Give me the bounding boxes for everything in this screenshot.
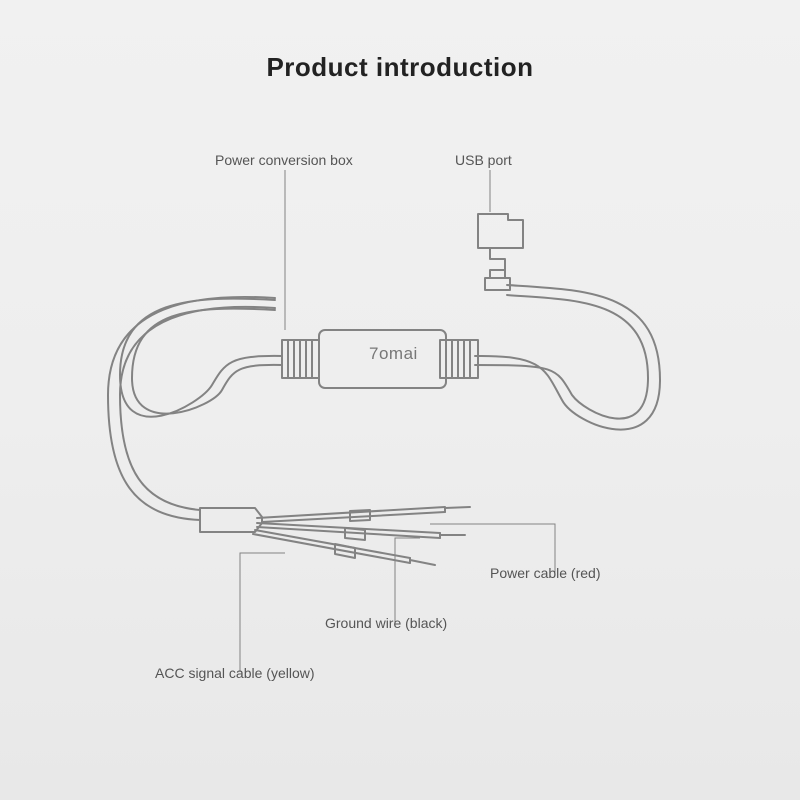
accSignal-leader	[240, 553, 285, 672]
wire-bot-tip	[410, 558, 435, 565]
right-cable-outer	[475, 285, 660, 430]
usb-connector-shell	[485, 278, 510, 290]
label-acc-signal: ACC signal cable (yellow)	[155, 665, 315, 681]
wire-mid-tip	[440, 533, 465, 538]
label-power-cable: Power cable (red)	[490, 565, 601, 581]
wire-top-tip	[445, 507, 470, 512]
wire-bot-b	[253, 534, 410, 563]
label-ground-wire: Ground wire (black)	[325, 615, 447, 631]
left-cable-outer	[120, 299, 282, 417]
label-usb-port: USB port	[455, 152, 512, 168]
usb-connector	[478, 214, 523, 278]
label-power-conversion-box: Power conversion box	[215, 152, 353, 168]
product-diagram	[0, 0, 800, 800]
left-strain-relief	[282, 340, 319, 378]
split-junction	[200, 508, 262, 532]
left-cable-inner	[132, 309, 282, 414]
groundWire-leader	[395, 538, 420, 622]
brand-logo: 7omai	[369, 344, 418, 364]
